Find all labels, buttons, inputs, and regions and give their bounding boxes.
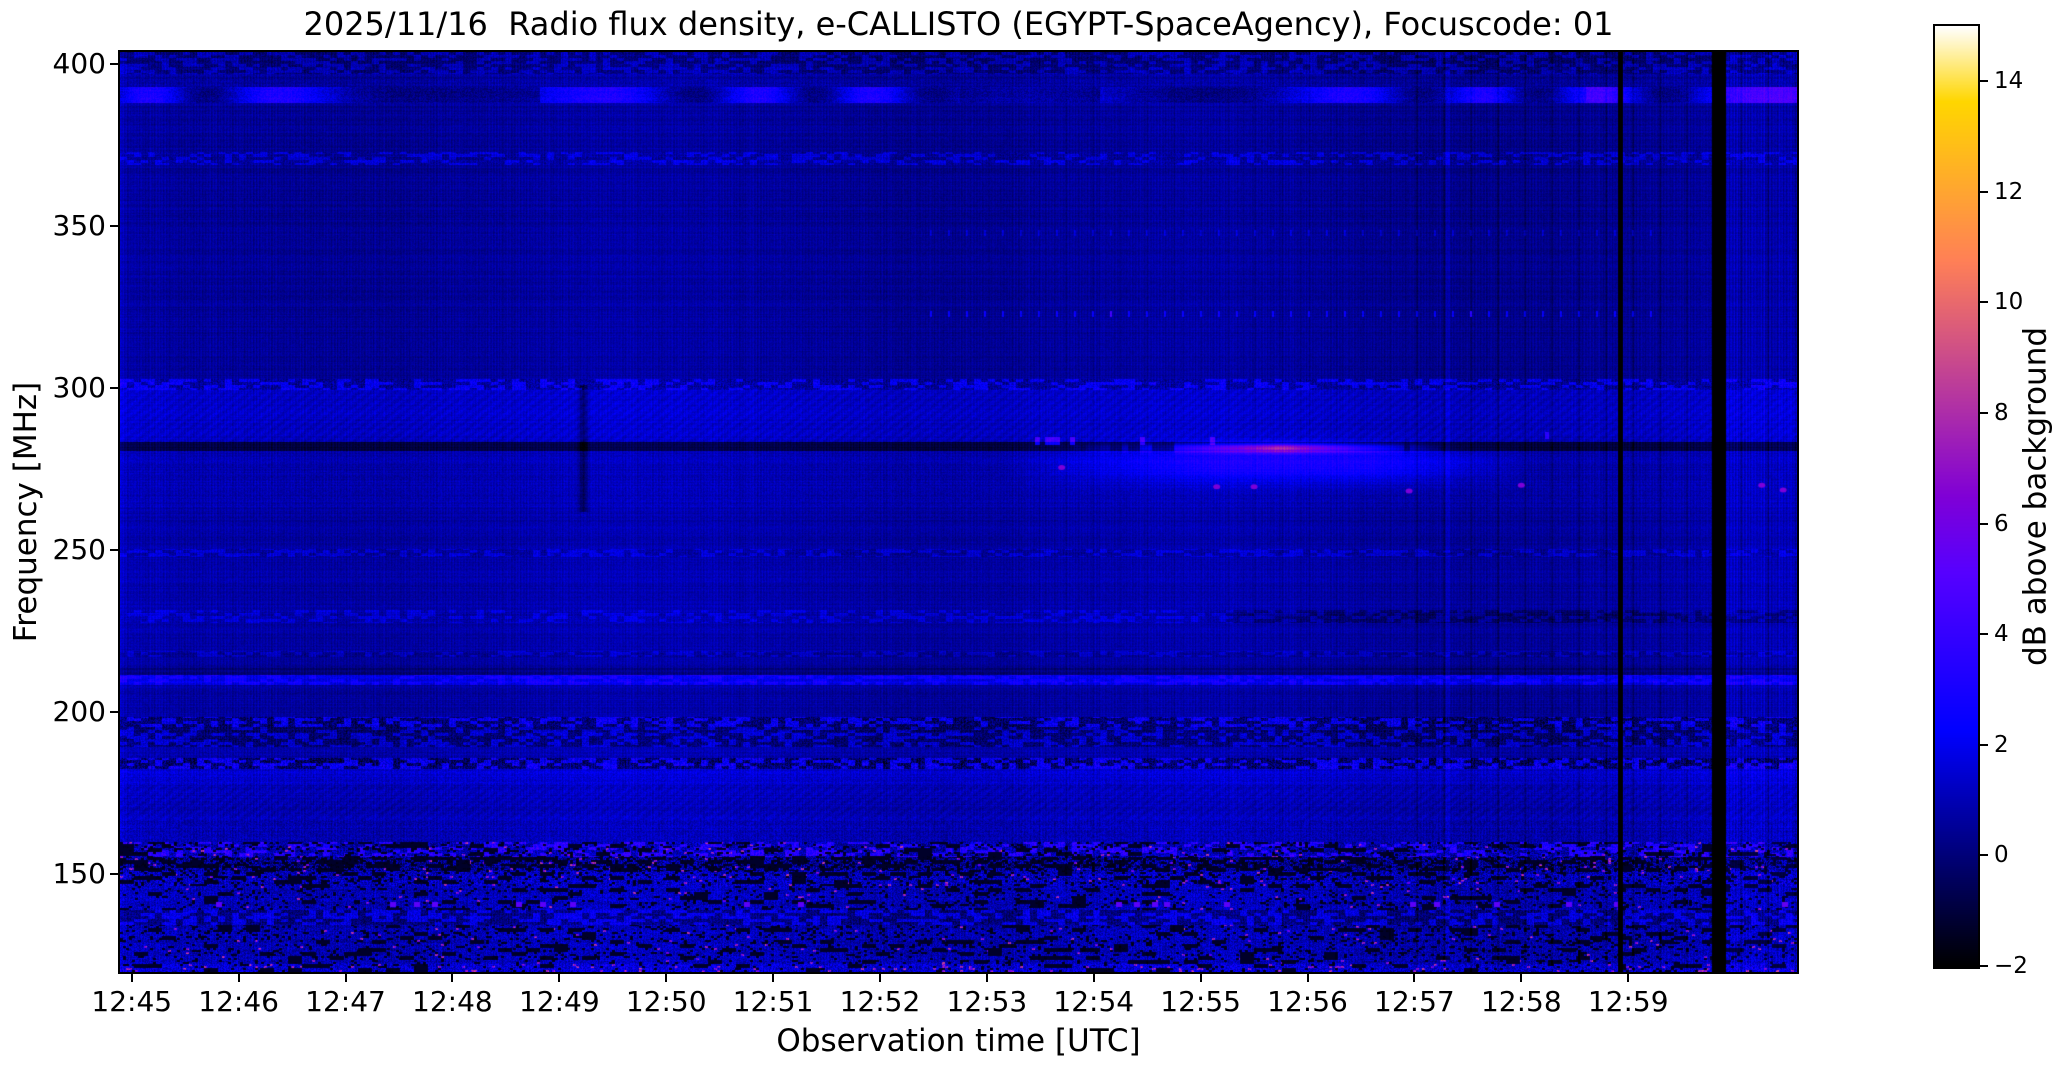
- colorbar-tick-label: 0: [1994, 842, 2009, 869]
- y-tick-mark: [110, 873, 118, 876]
- x-axis-label: Observation time [UTC]: [776, 1023, 1141, 1059]
- y-tick-mark: [110, 549, 118, 552]
- x-tick-label: 12:53: [946, 985, 1028, 1018]
- colorbar-tick-label: 4: [1994, 621, 2009, 648]
- colorbar-tick-label: 8: [1994, 400, 2009, 427]
- y-axis-label: Frequency [MHz]: [8, 381, 44, 643]
- x-tick-label: 12:56: [1267, 985, 1348, 1018]
- y-tick-mark: [110, 387, 118, 390]
- colorbar-label: dB above background: [2017, 326, 2054, 667]
- x-tick-label: 12:48: [412, 985, 493, 1018]
- colorbar-border: [1933, 24, 1980, 969]
- x-tick-mark: [665, 974, 668, 982]
- colorbar-tick-mark: [1980, 633, 1988, 636]
- colorbar-tick-label: 14: [1994, 68, 2024, 95]
- colorbar-tick-label: 6: [1994, 510, 2009, 537]
- x-tick-label: 12:49: [518, 985, 600, 1018]
- x-tick-label: 12:54: [1053, 985, 1135, 1018]
- x-tick-mark: [1413, 974, 1416, 982]
- x-tick-label: 12:58: [1480, 985, 1562, 1018]
- y-tick-label: 300: [52, 371, 106, 405]
- colorbar-tick-mark: [1980, 854, 1988, 857]
- x-tick-mark: [344, 974, 347, 982]
- x-tick-mark: [130, 974, 133, 982]
- x-tick-label: 12:47: [305, 985, 386, 1018]
- x-tick-label: 12:45: [91, 985, 173, 1018]
- y-tick-label: 400: [52, 46, 106, 80]
- x-tick-mark: [451, 974, 454, 982]
- x-tick-label: 12:55: [1160, 985, 1241, 1018]
- x-tick-label: 12:51: [732, 985, 814, 1018]
- colorbar-tick-mark: [1980, 190, 1988, 193]
- colorbar-tick-mark: [1980, 522, 1988, 525]
- plot-title: 2025/11/16 Radio flux density, e-CALLIST…: [303, 5, 1614, 43]
- x-tick-mark: [1520, 974, 1523, 982]
- x-tick-mark: [985, 974, 988, 982]
- y-tick-mark: [110, 711, 118, 714]
- x-tick-label: 12:52: [839, 985, 921, 1018]
- y-tick-label: 200: [52, 695, 106, 729]
- x-tick-label: 12:59: [1587, 985, 1669, 1018]
- colorbar-tick-mark: [1980, 743, 1988, 746]
- y-tick-mark: [110, 62, 118, 65]
- y-tick-mark: [110, 225, 118, 227]
- x-tick-mark: [772, 974, 775, 982]
- spectrogram-canvas: [120, 52, 1797, 972]
- colorbar-tick-mark: [1980, 965, 1988, 967]
- x-tick-label: 12:46: [198, 985, 279, 1018]
- colorbar-tick-label: 12: [1994, 178, 2024, 205]
- x-tick-mark: [1306, 974, 1309, 982]
- x-tick-mark: [1092, 974, 1095, 982]
- colorbar-tick-mark: [1980, 301, 1988, 304]
- plot-border: [118, 50, 1799, 974]
- y-tick-label: 250: [52, 533, 106, 567]
- x-tick-mark: [237, 974, 240, 982]
- colorbar-tick-label: −2: [1994, 953, 2028, 979]
- y-tick-label: 150: [52, 857, 106, 891]
- x-tick-mark: [558, 974, 561, 982]
- x-tick-mark: [1199, 974, 1202, 982]
- y-tick-label: 350: [52, 209, 106, 242]
- colorbar-tick-mark: [1980, 412, 1988, 415]
- x-tick-label: 12:50: [625, 985, 707, 1018]
- colorbar-canvas: [1935, 26, 1978, 967]
- x-tick-label: 12:57: [1374, 985, 1455, 1018]
- colorbar-tick-mark: [1980, 80, 1988, 83]
- x-tick-mark: [878, 974, 881, 982]
- colorbar-tick-label: 2: [1994, 731, 2009, 758]
- x-tick-mark: [1627, 974, 1630, 982]
- colorbar-tick-label: 10: [1994, 289, 2024, 316]
